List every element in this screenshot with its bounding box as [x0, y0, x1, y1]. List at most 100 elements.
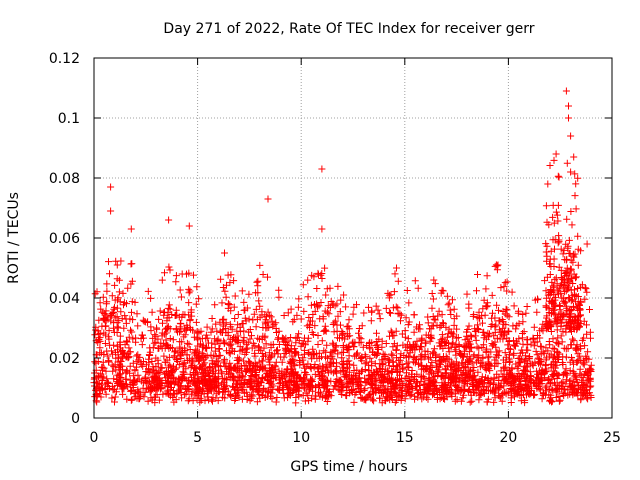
data-point	[245, 290, 253, 298]
y-tick-label: 0.06	[49, 231, 80, 247]
data-point	[541, 374, 549, 382]
data-point	[567, 168, 575, 176]
data-point	[413, 386, 421, 394]
data-point	[535, 358, 543, 366]
data-point	[139, 362, 147, 370]
data-point	[477, 358, 485, 366]
data-point	[127, 326, 134, 334]
x-tick-label: 15	[396, 430, 414, 446]
data-point	[201, 397, 209, 405]
data-point	[562, 353, 570, 361]
data-point	[95, 335, 103, 343]
data-point	[409, 354, 417, 362]
data-point	[194, 357, 202, 365]
data-point	[108, 310, 116, 317]
data-point	[523, 303, 531, 310]
data-point	[146, 384, 154, 392]
data-point	[376, 315, 384, 323]
data-point	[193, 283, 201, 291]
data-point	[189, 397, 197, 405]
data-point	[499, 318, 507, 326]
data-point	[342, 384, 350, 392]
data-point	[103, 287, 111, 295]
data-point	[484, 329, 492, 337]
data-point	[489, 309, 496, 317]
data-point	[555, 285, 563, 293]
data-point	[252, 323, 260, 331]
data-point	[567, 384, 575, 392]
data-point	[315, 302, 323, 310]
data-point	[484, 374, 492, 382]
data-point	[304, 337, 312, 345]
data-point	[236, 380, 244, 388]
data-point	[334, 350, 342, 358]
data-point	[356, 374, 364, 382]
data-point	[553, 211, 561, 219]
data-point	[583, 394, 591, 402]
data-point	[483, 303, 491, 311]
data-point	[102, 300, 110, 308]
data-point	[435, 366, 443, 374]
data-point	[386, 356, 394, 364]
data-point	[98, 308, 106, 316]
data-point	[294, 387, 302, 395]
data-point	[512, 390, 520, 397]
data-point	[460, 391, 467, 399]
data-point	[232, 336, 240, 344]
data-point	[551, 379, 558, 387]
data-point	[503, 278, 511, 286]
data-point	[480, 341, 488, 349]
data-point	[492, 343, 500, 351]
data-point	[361, 385, 369, 393]
data-point	[164, 304, 172, 312]
data-point	[284, 377, 292, 385]
data-point	[570, 270, 578, 278]
data-point	[563, 215, 571, 223]
data-point	[272, 358, 280, 366]
data-point	[399, 364, 407, 372]
data-point	[125, 333, 133, 341]
data-point	[296, 358, 304, 366]
data-point	[240, 389, 248, 397]
data-point	[576, 352, 584, 360]
data-point	[455, 365, 462, 373]
data-point	[518, 371, 526, 379]
data-point	[564, 345, 572, 352]
grid-lines	[94, 58, 612, 418]
data-point	[415, 325, 423, 333]
data-point	[545, 221, 553, 229]
data-point	[460, 347, 468, 355]
data-point	[319, 315, 327, 323]
data-point	[494, 352, 502, 360]
data-point	[555, 173, 563, 181]
data-point	[439, 384, 447, 391]
data-point	[390, 385, 398, 393]
data-point	[201, 344, 209, 352]
data-point	[157, 342, 165, 350]
data-point	[531, 296, 539, 304]
data-point	[376, 386, 384, 394]
data-point	[190, 271, 197, 279]
data-point	[231, 315, 239, 322]
data-point	[213, 358, 221, 366]
data-point	[139, 331, 146, 339]
data-point	[387, 350, 395, 358]
data-point	[388, 369, 396, 376]
data-point	[559, 250, 567, 258]
data-point	[374, 306, 382, 314]
data-point	[397, 387, 405, 395]
data-point	[163, 324, 171, 332]
data-point	[165, 353, 173, 361]
data-point	[208, 325, 216, 333]
data-point	[345, 379, 353, 387]
data-point	[165, 363, 172, 371]
data-point	[230, 348, 238, 355]
data-point	[287, 342, 295, 350]
data-point	[492, 385, 500, 393]
data-point	[459, 359, 467, 367]
data-point	[129, 384, 137, 391]
data-point	[109, 386, 117, 394]
data-point	[438, 373, 446, 381]
data-point	[362, 396, 370, 404]
data-point	[324, 302, 332, 310]
